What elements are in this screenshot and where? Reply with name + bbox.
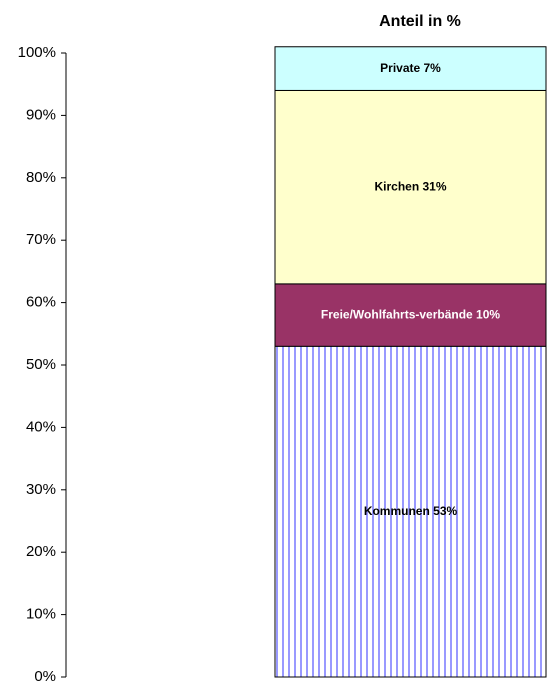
y-tick-label: 70% <box>26 231 56 248</box>
value-label: Kommunen 53% <box>364 504 458 518</box>
bar-segment <box>274 283 547 347</box>
y-tick-label: 10% <box>26 606 56 623</box>
bar-segment <box>274 46 547 91</box>
y-tick-label: 90% <box>26 106 56 123</box>
y-tick-label: 0% <box>34 668 56 682</box>
y-tick-label: 80% <box>26 169 56 186</box>
value-label: Kirchen 31% <box>374 179 446 193</box>
bar-segment <box>274 345 547 678</box>
y-tick-label: 30% <box>26 481 56 498</box>
chart-title: Anteil in % <box>379 13 461 30</box>
value-label: Freie/Wohlfahrts-verbände 10% <box>321 307 500 321</box>
value-label: Private 7% <box>380 61 441 75</box>
y-tick-label: 40% <box>26 418 56 435</box>
y-tick-label: 50% <box>26 356 56 373</box>
y-tick-label: 20% <box>26 543 56 560</box>
y-tick-label: 60% <box>26 294 56 311</box>
y-tick-label: 100% <box>18 44 56 61</box>
